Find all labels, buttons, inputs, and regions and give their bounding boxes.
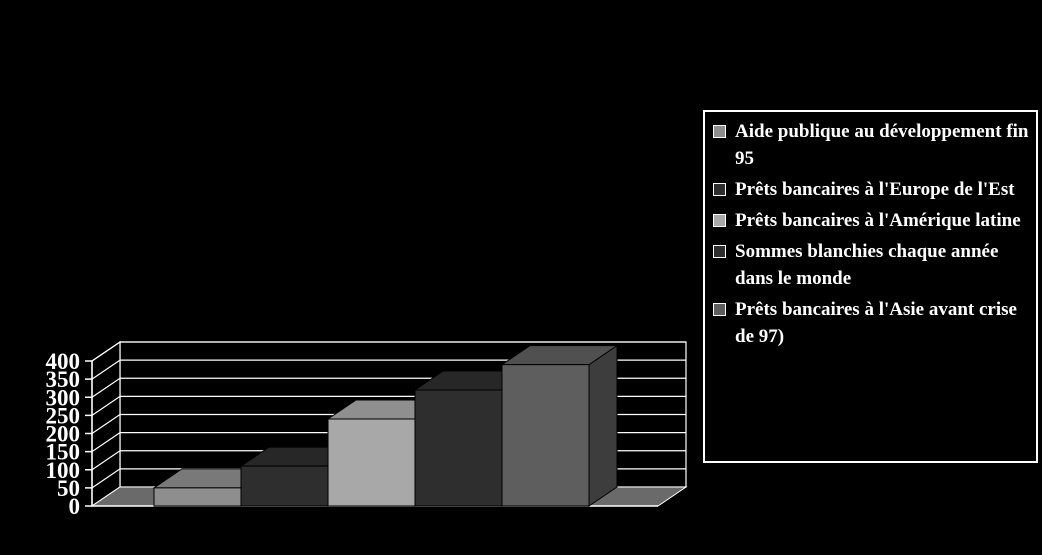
gridline — [91, 359, 121, 380]
y-tick-label: 350 — [46, 367, 81, 392]
bar-front — [327, 418, 416, 507]
y-tick-label: 300 — [46, 385, 81, 410]
legend-swatch — [713, 214, 726, 227]
legend-label: Aide publique au développement fin 95 — [735, 121, 1029, 169]
gridline — [91, 414, 121, 434]
gridline — [91, 395, 121, 416]
legend-item: Prêts bancaires à l'Asie avant crise de … — [711, 296, 1032, 350]
legend: Aide publique au développement fin 95 Pr… — [703, 110, 1038, 463]
y-tick-label: 250 — [46, 403, 81, 428]
bar-side — [588, 344, 618, 507]
y-tick-label: 50 — [57, 476, 80, 501]
bar-front — [414, 389, 503, 507]
legend-label: Prêts bancaires à l'Asie avant crise de … — [735, 299, 1017, 347]
bar — [500, 344, 619, 507]
gridline — [91, 432, 121, 453]
legend-swatch — [713, 183, 726, 196]
y-tick-label: 100 — [46, 458, 81, 483]
legend-swatch — [713, 245, 726, 258]
legend-label: Sommes blanchies chaque année dans le mo… — [735, 241, 999, 289]
legend-item: Sommes blanchies chaque année dans le mo… — [711, 238, 1032, 292]
gridline — [91, 450, 121, 471]
legend-swatch — [713, 303, 726, 316]
legend-label: Prêts bancaires à l'Europe de l'Est — [735, 179, 1015, 200]
legend-item: Aide publique au développement fin 95 — [711, 118, 1032, 172]
bars — [152, 344, 619, 507]
gridline — [91, 468, 121, 489]
legend-item: Prêts bancaires à l'Amérique latine — [711, 207, 1032, 234]
y-tick-label: 150 — [46, 440, 81, 465]
y-tick-label: 0 — [69, 494, 81, 519]
bar-front — [501, 364, 590, 507]
gridline — [91, 341, 121, 362]
bar-front — [240, 465, 329, 507]
legend-item: Prêts bancaires à l'Europe de l'Est — [711, 176, 1032, 203]
legend-label: Prêts bancaires à l'Amérique latine — [735, 210, 1021, 231]
gridline — [91, 377, 121, 398]
y-tick-label: 200 — [46, 422, 81, 447]
bar-front — [153, 487, 242, 507]
y-tick-label: 400 — [46, 349, 81, 374]
legend-swatch — [713, 125, 726, 138]
